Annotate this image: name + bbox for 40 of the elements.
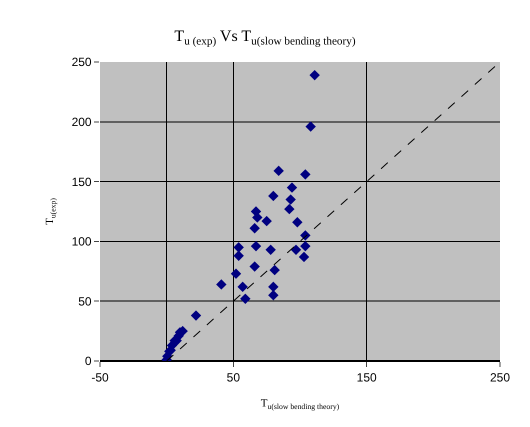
chart-title: T$_{u (exp)}$ Vs T$_{u(slow bending theory)}$: [174, 28, 356, 48]
point: [269, 264, 280, 276]
point: [249, 223, 260, 234]
point: [230, 268, 242, 279]
point: [298, 252, 310, 262]
point: [265, 244, 276, 255]
x-tick-label: 250: [490, 370, 510, 384]
x-tick-label: -50: [91, 370, 109, 384]
x-tick-label: 50: [226, 370, 240, 384]
point: [284, 204, 295, 214]
point: [250, 240, 262, 252]
point: [249, 261, 260, 272]
point: [305, 121, 316, 132]
point: [285, 194, 296, 205]
point: [309, 70, 320, 80]
point: [268, 290, 279, 300]
point: [286, 182, 298, 193]
y-tick-label: 150: [72, 174, 92, 189]
point: [233, 250, 244, 261]
y-tick-label: 250: [72, 55, 92, 70]
point: [292, 217, 303, 228]
point: [261, 216, 272, 226]
point: [216, 279, 227, 290]
point: [240, 294, 251, 304]
y-tick-label: 200: [72, 115, 92, 129]
y-tick-label: 100: [72, 234, 92, 249]
x-tick-label: 150: [356, 370, 377, 384]
point: [273, 166, 284, 176]
point: [190, 310, 202, 321]
point: [252, 212, 263, 223]
point: [290, 244, 302, 255]
y-tick-label: 50: [78, 294, 92, 308]
point: [237, 282, 248, 292]
point: [268, 282, 279, 292]
point: [300, 240, 311, 252]
x-axis-title: T$_{u(slow bending theory)}$: [260, 398, 340, 411]
y-tick-label: 0: [84, 354, 92, 368]
point: [268, 190, 279, 202]
point: [233, 242, 244, 253]
point: [300, 169, 311, 180]
